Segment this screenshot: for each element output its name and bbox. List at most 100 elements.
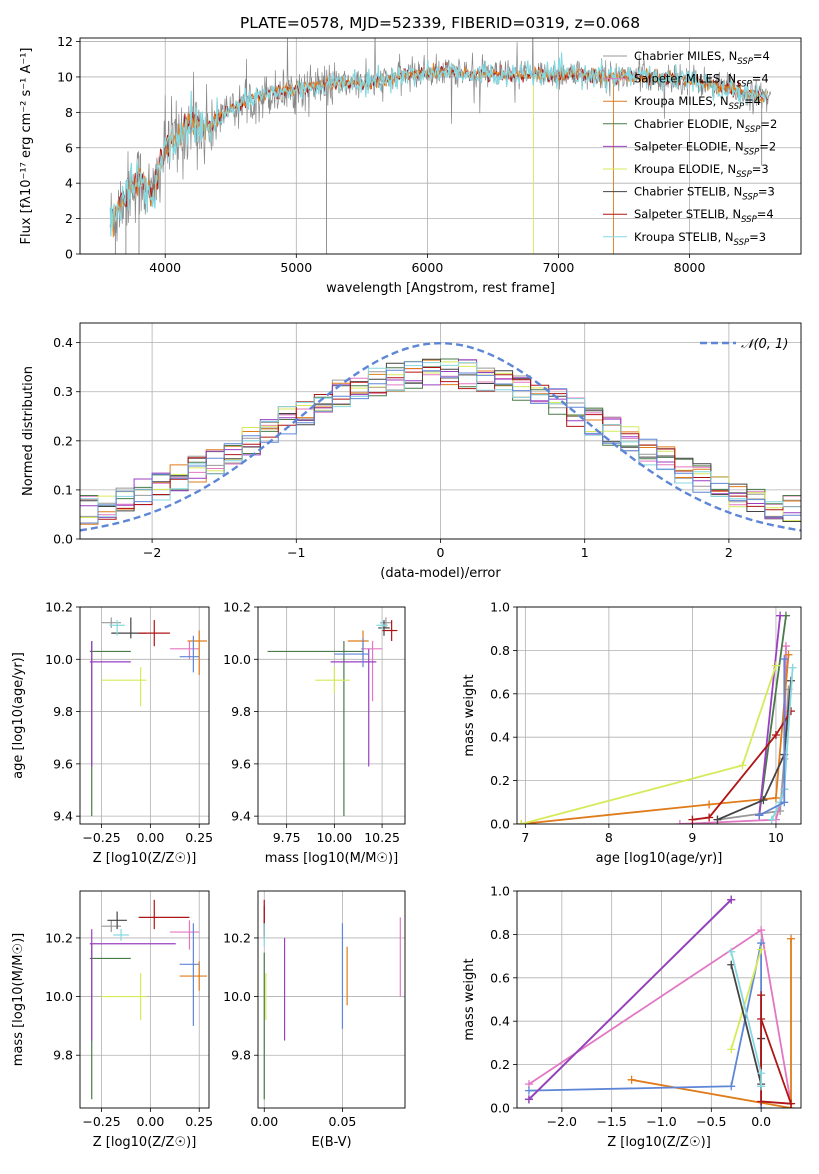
legend-subscript: SSP: [745, 125, 761, 135]
x-tick-label: 8000: [674, 260, 706, 275]
y-tick-label: 0.3: [53, 384, 73, 399]
charts-layer: 4000 5000 6000 7000 8000024681012wavelength …: [11, 34, 802, 1150]
weight-series-line: [631, 938, 792, 1108]
y-tick-label: 9.4: [53, 809, 73, 824]
weight-marker: [755, 811, 764, 820]
legend-label: Kroupa ELODIE, NSSP=3: [634, 162, 769, 180]
weight-marker: [780, 798, 789, 807]
x-axis-label: Z [log10(Z/Z☉)]: [93, 1135, 197, 1150]
x-axis-label: E(B-V): [311, 1135, 351, 1150]
legend-eq: =2: [760, 117, 777, 131]
legend-text: Salpeter ELODIE, N: [634, 139, 744, 153]
weight-marker: [786, 707, 795, 716]
legend-subscript: SSP: [729, 102, 745, 112]
panel-age_vs_Z: −0.25 0.00 0.25 9.4 9.6 9.8 10.0 10.2 Z [log10(Z…: [11, 600, 213, 867]
x-tick-label: 10.00: [316, 830, 352, 845]
x-tick-label: 0.25: [185, 1114, 213, 1129]
legend-eq: =3: [749, 230, 766, 244]
legend-text: Kroupa MILES, N: [634, 94, 729, 108]
weight-marker: [627, 1075, 636, 1084]
legend-eq: =3: [752, 162, 769, 176]
weight-marker: [727, 1045, 736, 1054]
y-tick-label: 0: [65, 247, 73, 262]
y-tick-label: 0.8: [490, 927, 510, 942]
y-tick-label: 9.8: [231, 1048, 251, 1063]
plot-frame: [79, 890, 210, 1109]
weight-marker: [727, 1082, 736, 1091]
normal-curve: [80, 341, 801, 532]
y-tick-label: 12: [57, 34, 73, 49]
weight-marker: [757, 1015, 766, 1024]
y-tick-label: 0.8: [490, 643, 510, 658]
panel-age_vs_mass: 9.75 10.00 10.25 9.4 9.6 9.8 10.0 10.2 mass [log…: [223, 600, 406, 866]
plot-frame: [257, 890, 406, 1109]
x-tick-label: 8: [605, 830, 613, 845]
y-tick-label: 9.8: [231, 704, 251, 719]
weight-marker: [524, 1095, 533, 1104]
legend-eq: =4: [752, 72, 769, 86]
legend-text: Chabrier STELIB, N: [634, 185, 742, 199]
y-tick-label: 10.0: [223, 652, 251, 667]
legend-subscript: SSP: [744, 147, 760, 157]
y-axis-label: Normed distribution: [21, 366, 36, 496]
y-axis-label: mass weight: [462, 958, 477, 1040]
y-tick-label: 9.8: [53, 704, 73, 719]
spectrum-data-line: [109, 38, 772, 242]
x-tick-label: 2: [725, 545, 733, 560]
weight-marker: [780, 655, 789, 664]
y-axis-label: age [log10(age/yr)]: [11, 652, 26, 779]
x-tick-label: 5000: [280, 260, 312, 275]
weight-series-line: [521, 654, 790, 824]
panel-weight_vs_Z: −2.0 −1.5 −1.0 −0.5 0.0 0.0 0.2 0.4 0.6 0.8 1.0 Z […: [462, 884, 802, 1150]
weight-marker: [757, 1069, 766, 1078]
x-tick-label: 7: [521, 830, 529, 845]
legend-eq: =4: [757, 207, 774, 221]
x-axis-label: age [log10(age/yr)]: [596, 851, 723, 866]
y-tick-label: 0.1: [53, 482, 73, 497]
x-tick-label: −1: [287, 545, 305, 560]
legend-label: 𝒩(0, 1): [741, 337, 788, 352]
histogram-series: [80, 361, 801, 524]
weight-series-line: [758, 615, 787, 816]
y-tick-label: 0.2: [490, 773, 510, 788]
weight-marker: [757, 991, 766, 1000]
x-tick-label: −0.25: [82, 1114, 120, 1129]
legend-subscript: SSP: [742, 193, 758, 203]
y-tick-label: 0.6: [490, 970, 510, 985]
plot-frame: [79, 606, 210, 825]
weight-marker: [776, 611, 785, 620]
x-axis-label: Z [log10(Z/Z☉)]: [93, 851, 197, 866]
weight-series-line: [770, 667, 794, 821]
legend-subscript: SSP: [736, 170, 752, 180]
legend-text: Salpeter MILES, N: [634, 72, 736, 86]
plot-area: [89, 899, 208, 1100]
weight-marker: [757, 1082, 766, 1091]
y-tick-label: 9.8: [53, 1048, 73, 1063]
y-tick-label: 8: [65, 105, 73, 120]
y-tick-label: 0.0: [490, 817, 510, 832]
weight-marker: [757, 926, 766, 935]
y-tick-label: 2: [65, 211, 73, 226]
y-tick-label: 10.2: [223, 600, 251, 615]
x-axis-label: mass [log10(M/M☉)]: [265, 851, 398, 866]
x-tick-label: 9: [688, 830, 696, 845]
weight-series-line: [528, 942, 762, 1108]
weight-marker: [713, 815, 722, 824]
weight-series-line: [758, 615, 781, 816]
weight-series-line: [528, 899, 732, 1100]
x-axis-label: (data-model)/error: [380, 566, 501, 581]
weight-marker: [757, 945, 766, 954]
y-axis-label: Flux [fλ10⁻¹⁷ erg cm⁻² s⁻¹ A⁻¹]: [19, 48, 34, 245]
legend-text: Chabrier ELODIE, N: [634, 117, 745, 131]
y-tick-label: 10.0: [45, 989, 73, 1004]
x-tick-label: 7000: [543, 260, 575, 275]
page-title: PLATE=0578, MJD=52339, FIBERID=0319, z=0…: [240, 14, 640, 32]
x-tick-label: 10: [768, 830, 784, 845]
plot-frame: [79, 37, 802, 255]
y-tick-label: 1.0: [490, 884, 510, 899]
y-tick-label: 0.0: [53, 532, 73, 547]
plot-area: [89, 617, 208, 817]
spectrum-model-line: [109, 52, 769, 237]
y-tick-label: 0.4: [490, 730, 510, 745]
legend-subscript: SSP: [736, 80, 752, 90]
